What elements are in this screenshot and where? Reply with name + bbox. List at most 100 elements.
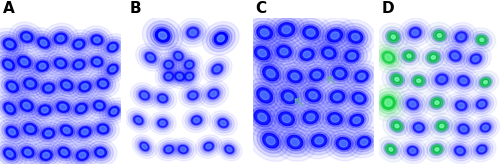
Ellipse shape <box>308 36 349 71</box>
Ellipse shape <box>0 95 22 122</box>
Ellipse shape <box>252 82 278 108</box>
Ellipse shape <box>476 100 487 109</box>
Ellipse shape <box>423 137 451 162</box>
Ellipse shape <box>298 21 324 44</box>
Ellipse shape <box>390 119 404 133</box>
Ellipse shape <box>74 148 90 162</box>
Ellipse shape <box>38 125 59 142</box>
Ellipse shape <box>209 111 238 136</box>
Ellipse shape <box>382 113 412 139</box>
Ellipse shape <box>50 95 77 119</box>
Ellipse shape <box>431 97 443 108</box>
Ellipse shape <box>435 148 439 151</box>
Ellipse shape <box>178 83 207 108</box>
Ellipse shape <box>347 64 376 89</box>
Ellipse shape <box>288 14 333 51</box>
Ellipse shape <box>100 126 106 132</box>
Ellipse shape <box>0 49 26 81</box>
Ellipse shape <box>428 52 440 63</box>
Ellipse shape <box>452 97 470 114</box>
Ellipse shape <box>176 53 181 58</box>
Ellipse shape <box>1 37 18 52</box>
Ellipse shape <box>68 72 102 101</box>
Ellipse shape <box>158 67 180 86</box>
Ellipse shape <box>13 52 36 72</box>
Ellipse shape <box>176 52 203 77</box>
Ellipse shape <box>404 143 422 159</box>
Ellipse shape <box>464 48 488 70</box>
Ellipse shape <box>20 32 33 42</box>
Ellipse shape <box>134 116 143 124</box>
Ellipse shape <box>18 56 31 68</box>
Ellipse shape <box>149 112 176 135</box>
Ellipse shape <box>39 105 51 115</box>
Ellipse shape <box>145 52 156 62</box>
Ellipse shape <box>328 130 360 157</box>
Ellipse shape <box>162 59 175 70</box>
Ellipse shape <box>9 129 16 135</box>
Ellipse shape <box>416 125 422 130</box>
Ellipse shape <box>66 53 92 76</box>
Ellipse shape <box>54 58 67 69</box>
Ellipse shape <box>480 78 490 87</box>
Ellipse shape <box>90 97 110 114</box>
Ellipse shape <box>93 121 113 137</box>
Ellipse shape <box>156 118 169 128</box>
Ellipse shape <box>166 147 172 152</box>
Ellipse shape <box>186 62 192 67</box>
Ellipse shape <box>87 31 107 48</box>
Ellipse shape <box>72 75 98 98</box>
Ellipse shape <box>184 71 195 82</box>
Ellipse shape <box>475 98 488 110</box>
Ellipse shape <box>102 101 126 122</box>
Ellipse shape <box>105 103 123 120</box>
Ellipse shape <box>136 118 141 123</box>
Ellipse shape <box>54 144 74 161</box>
Ellipse shape <box>446 47 465 65</box>
Ellipse shape <box>4 148 16 160</box>
Ellipse shape <box>60 80 73 91</box>
Ellipse shape <box>62 30 96 59</box>
Ellipse shape <box>187 74 192 79</box>
Ellipse shape <box>69 144 96 164</box>
Ellipse shape <box>138 90 151 101</box>
Ellipse shape <box>16 117 45 141</box>
Ellipse shape <box>130 113 146 128</box>
Ellipse shape <box>374 88 403 117</box>
Ellipse shape <box>39 63 46 69</box>
Ellipse shape <box>108 64 118 74</box>
Ellipse shape <box>148 55 154 60</box>
Ellipse shape <box>204 142 214 151</box>
Ellipse shape <box>294 18 328 47</box>
Ellipse shape <box>478 76 492 88</box>
Text: C: C <box>256 1 266 16</box>
Ellipse shape <box>183 59 196 71</box>
Ellipse shape <box>155 52 182 77</box>
Ellipse shape <box>266 69 275 78</box>
Ellipse shape <box>343 61 380 92</box>
Ellipse shape <box>64 94 98 123</box>
Ellipse shape <box>158 119 168 127</box>
Ellipse shape <box>448 49 462 63</box>
Ellipse shape <box>6 41 14 47</box>
Ellipse shape <box>164 60 173 69</box>
Ellipse shape <box>174 51 183 61</box>
Ellipse shape <box>254 46 270 60</box>
Ellipse shape <box>0 144 20 164</box>
Ellipse shape <box>313 39 345 67</box>
Ellipse shape <box>394 76 400 83</box>
Ellipse shape <box>165 43 192 69</box>
Ellipse shape <box>92 99 107 112</box>
Ellipse shape <box>294 103 328 132</box>
Ellipse shape <box>260 131 281 150</box>
Ellipse shape <box>281 90 296 104</box>
Ellipse shape <box>14 141 41 164</box>
Ellipse shape <box>270 104 304 134</box>
Ellipse shape <box>80 26 114 54</box>
Ellipse shape <box>208 89 219 99</box>
Ellipse shape <box>252 108 272 127</box>
Ellipse shape <box>55 100 71 114</box>
Ellipse shape <box>300 49 314 60</box>
Ellipse shape <box>222 143 237 156</box>
Ellipse shape <box>381 140 400 159</box>
